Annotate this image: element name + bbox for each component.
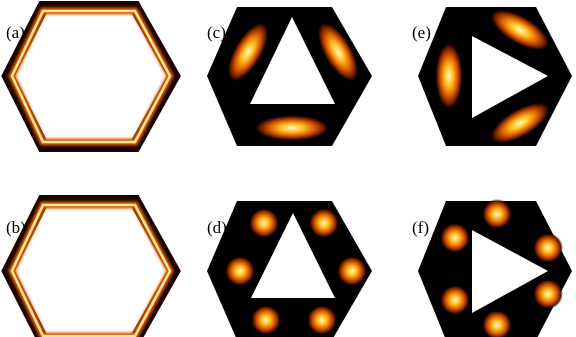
triangle-hole [472,230,548,313]
panel-d: (d) [207,201,372,337]
panel-label-b: (b) [6,218,26,237]
hot-spot [533,233,563,263]
hot-spot [309,208,339,238]
hot-spot [489,102,551,144]
hot-spot [440,285,470,315]
ring-outer-edge [1,1,181,152]
triangle-hole [472,36,548,118]
triangle-hole [250,17,335,104]
panel-c: (c) [207,7,372,146]
hot-spot [489,9,551,51]
hot-spot [254,115,330,141]
hot-spot [440,223,470,253]
hot-spot [225,256,255,286]
panel-label-d: (d) [207,218,227,237]
hot-spot [307,305,337,335]
hot-spot [482,199,512,229]
panel-e: (e) [412,7,572,146]
panel-label-f: (f) [412,218,429,237]
hot-spot [435,42,463,110]
panel-b: (b) [1,195,181,337]
hot-spot [317,21,359,83]
panel-a: (a) [1,1,181,152]
hot-spot [533,279,563,309]
ring-core [10,9,172,144]
hot-spot [251,305,281,335]
ring-outer-edge [1,195,181,337]
hot-spot [249,208,279,238]
panel-label-c: (c) [207,23,226,42]
panel-label-e: (e) [412,23,431,42]
panel-f: (f) [412,199,572,337]
hot-spot [482,310,512,337]
panel-label-a: (a) [6,23,25,42]
hot-spot [337,256,367,286]
hot-spot [227,21,269,83]
ring-core [10,203,172,337]
triangle-hole [251,213,335,298]
